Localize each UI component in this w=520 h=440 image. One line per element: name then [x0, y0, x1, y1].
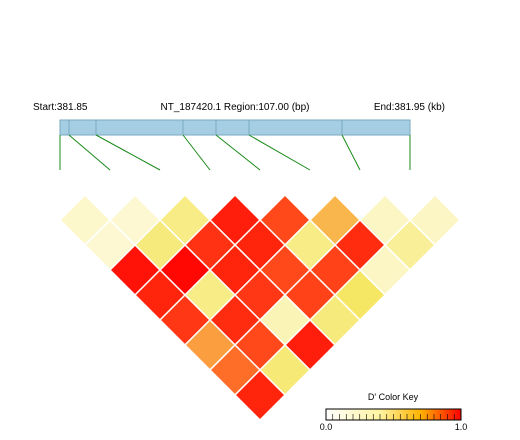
marker-connector: [95, 134, 161, 171]
region-end-label: End:381.95 (kb): [374, 102, 445, 113]
color-key-title: D' Color Key: [368, 392, 419, 402]
marker-ticks: [59, 120, 411, 135]
ld-cells: [58, 193, 462, 422]
marker-connectors: [59, 134, 411, 171]
marker-connector: [248, 134, 311, 171]
marker-connector: [68, 134, 111, 171]
region-track: [59, 119, 411, 136]
region-start-label: Start:381.85: [33, 102, 88, 113]
ld-cell: [233, 368, 287, 422]
color-key-max-label: 1.0: [455, 422, 468, 432]
color-key-min-label: 0.0: [320, 422, 333, 432]
color-key-ticks: [325, 414, 462, 420]
region-title: NT_187420.1 Region:107.00 (bp): [161, 102, 310, 113]
marker-connector: [215, 134, 261, 171]
marker-connector: [182, 134, 211, 171]
marker-connector: [341, 134, 361, 171]
